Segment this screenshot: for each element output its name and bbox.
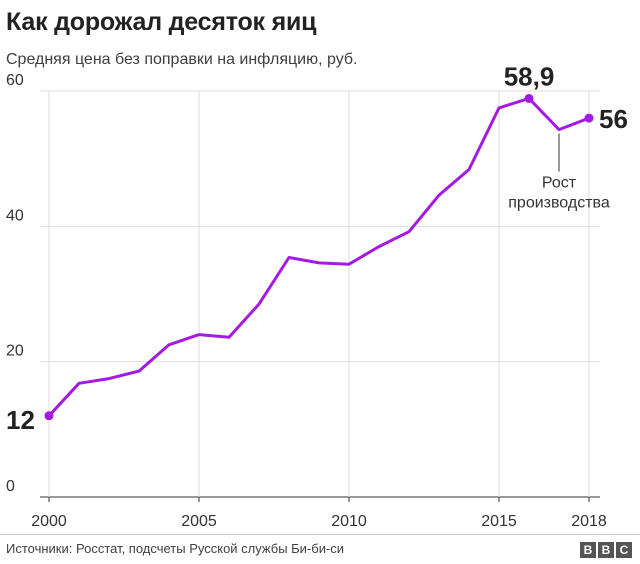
bbc-logo: B B C <box>580 542 632 558</box>
data-point-marker <box>44 411 54 421</box>
y-tick-label: 20 <box>6 343 24 360</box>
x-tick-label: 2000 <box>31 513 67 530</box>
price-line <box>47 96 591 418</box>
value-label-peak: 58,9 <box>504 61 555 91</box>
bbc-logo-letter-3: C <box>616 542 632 558</box>
bbc-logo-letter-1: B <box>580 542 596 558</box>
y-tick-label: 0 <box>6 478 15 495</box>
grid-lines <box>40 90 600 502</box>
data-point-marker <box>584 113 594 123</box>
data-markers <box>44 93 594 421</box>
source-note: Источники: Росстат, подсчеты Русской слу… <box>6 541 345 556</box>
x-tick-label: 2010 <box>331 513 367 530</box>
chart-annotation: Рост производства <box>508 133 610 212</box>
chart-subtitle: Средняя цена без поправки на инфляцию, р… <box>6 51 358 68</box>
footer-divider <box>0 534 640 535</box>
line-chart: 0 20 40 60 2000 2005 2010 2015 2018 12 58,9 56 Рос… <box>6 61 628 530</box>
chart-title: Как дорожал десяток яиц <box>6 8 317 36</box>
value-label-start: 12 <box>6 405 35 435</box>
annotation-text-line: производства <box>508 195 610 212</box>
y-tick-label: 40 <box>6 207 24 224</box>
x-tick-label: 2015 <box>481 513 517 530</box>
data-point-marker <box>524 93 534 103</box>
x-tick-label: 2018 <box>571 513 607 530</box>
axis-tick-labels: 0 20 40 60 2000 2005 2010 2015 2018 <box>6 72 607 530</box>
annotation-text-line: Рост <box>542 175 577 192</box>
series-line <box>47 96 591 418</box>
value-labels: 12 58,9 56 <box>6 61 628 434</box>
y-tick-label: 60 <box>6 72 24 89</box>
bbc-logo-letter-2: B <box>598 542 614 558</box>
x-tick-label: 2005 <box>181 513 217 530</box>
value-label-end: 56 <box>599 104 628 134</box>
